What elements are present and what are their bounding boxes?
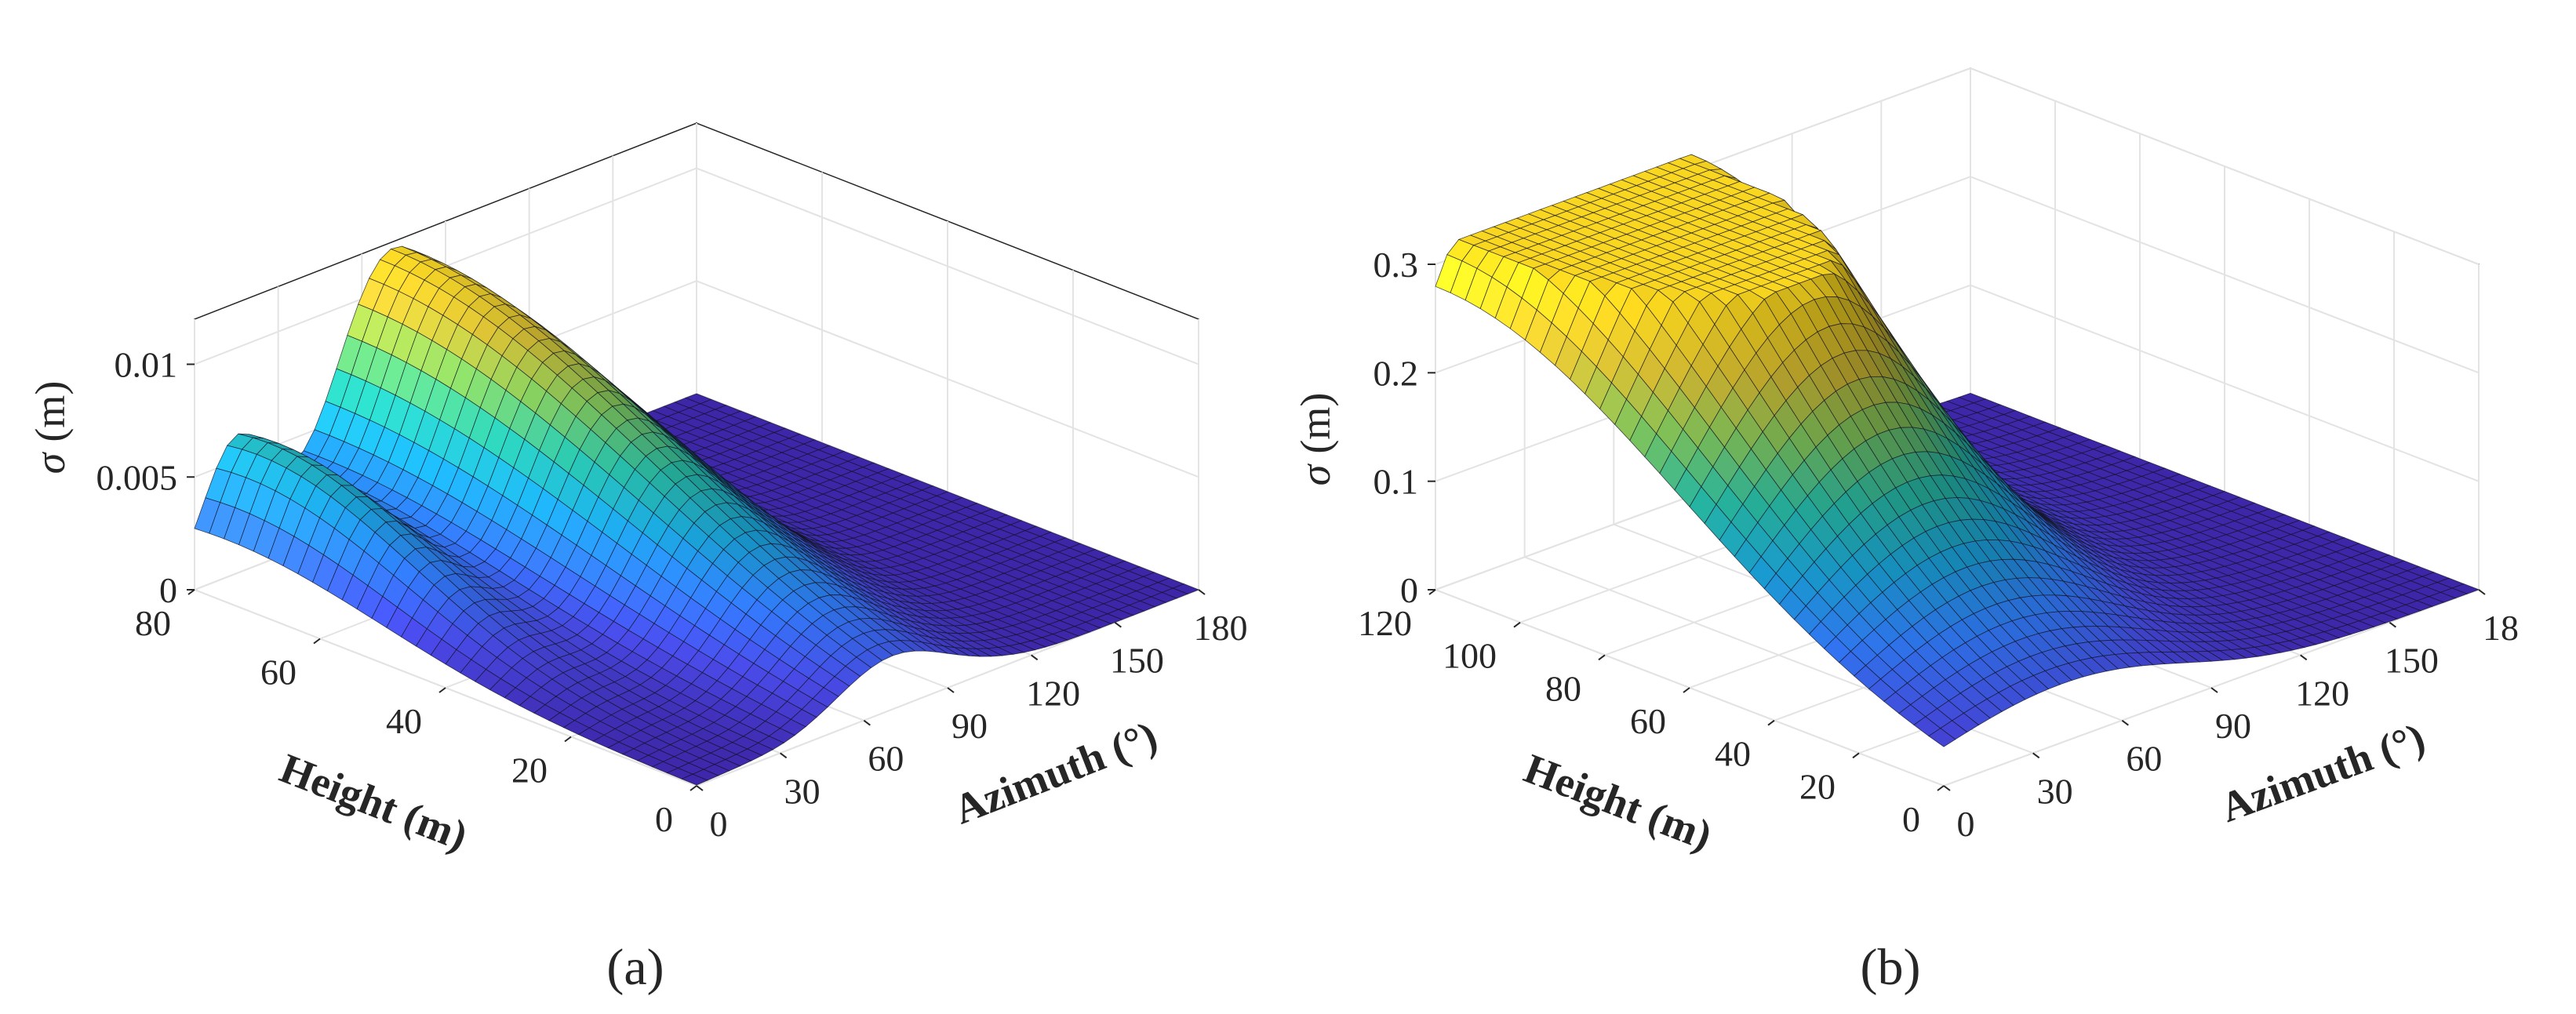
x-tick-mark (2210, 687, 2218, 693)
y-tick-mark (313, 638, 321, 645)
x-tick-label: 18 (2483, 608, 2519, 648)
surface-patch (1928, 728, 1956, 747)
x-tick-mark (1198, 589, 1206, 595)
y-tick-mark (689, 785, 697, 791)
y-tick-label: 40 (386, 701, 422, 741)
x-tick-label: 90 (2215, 706, 2251, 746)
panel-label: (b) (1861, 939, 1921, 996)
x-tick-mark (1114, 621, 1122, 628)
y-tick-mark (1767, 719, 1775, 726)
y-tick-label: 80 (1545, 668, 1581, 708)
y-tick-mark (1683, 687, 1690, 693)
x-tick-mark (2032, 752, 2040, 759)
x-tick-label: 90 (951, 706, 988, 746)
z-tick-label: 0.2 (1374, 353, 1419, 393)
x-tick-label: 150 (1110, 641, 1164, 681)
y-tick-label: 60 (1630, 701, 1666, 741)
z-axis-unit: (m) (27, 381, 74, 442)
x-tick-mark (863, 719, 871, 726)
x-tick-label: 30 (784, 771, 820, 811)
x-tick-mark (2389, 621, 2396, 628)
z-tick-label: 0 (159, 570, 177, 610)
z-tick-label: 0.1 (1374, 462, 1419, 502)
y-tick-mark (438, 687, 446, 693)
surface-mesh (1435, 154, 2480, 747)
surface-mesh (194, 245, 1200, 786)
y-tick-mark (1513, 621, 1521, 628)
x-tick-label: 120 (2295, 673, 2349, 713)
z-tick-label: 0.005 (96, 457, 178, 497)
y-tick-label: 40 (1715, 734, 1751, 774)
y-tick-mark (564, 736, 572, 743)
x-tick-label: 0 (1957, 804, 1975, 844)
x-tick-mark (1943, 785, 1951, 791)
surface-plot-a: 030609012015018002040608000.0050.01Azimu… (27, 122, 1248, 996)
y-tick-label: 80 (135, 603, 171, 643)
x-tick-label: 0 (710, 804, 728, 844)
x-tick-label: 60 (868, 739, 904, 779)
x-tick-label: 150 (2385, 641, 2439, 681)
x-tick-label: 60 (2126, 739, 2162, 779)
x-tick-mark (2478, 589, 2486, 595)
x-tick-mark (2121, 719, 2129, 726)
y-axis-label: Height (m) (1518, 745, 1718, 860)
y-tick-label: 20 (1799, 766, 1836, 806)
y-tick-mark (1852, 752, 1860, 759)
y-tick-mark (1598, 654, 1606, 661)
x-tick-mark (696, 785, 704, 791)
x-tick-mark (2300, 654, 2308, 661)
z-tick-label: 0.01 (115, 345, 178, 385)
x-tick-label: 30 (2037, 771, 2073, 811)
z-tick-label: 0.3 (1374, 245, 1419, 285)
z-axis-label: σ (m) (27, 381, 74, 474)
z-axis-symbol: σ (27, 451, 74, 474)
y-tick-label: 60 (260, 652, 297, 692)
x-tick-mark (780, 752, 788, 759)
x-tick-label: 120 (1026, 673, 1080, 713)
y-tick-label: 0 (655, 799, 673, 839)
y-tick-label: 100 (1443, 636, 1497, 676)
surface-plot-b: 03060901201501802040608010012000.10.20.3… (1292, 67, 2519, 996)
x-tick-mark (947, 687, 955, 693)
y-axis-label: Height (m) (274, 744, 474, 860)
surface-patch (681, 773, 708, 786)
z-axis-symbol: σ (1292, 463, 1339, 485)
y-tick-mark (1937, 785, 1945, 791)
y-tick-label: 0 (1902, 799, 1920, 839)
y-tick-label: 20 (511, 751, 548, 790)
panel-label: (a) (606, 939, 664, 996)
z-axis-label: σ (m) (1292, 393, 1339, 486)
x-tick-mark (1031, 654, 1039, 661)
z-tick-label: 0 (1400, 570, 1418, 610)
x-tick-label: 180 (1194, 608, 1248, 648)
y-tick-label: 120 (1358, 603, 1412, 643)
z-axis-unit: (m) (1292, 393, 1339, 454)
